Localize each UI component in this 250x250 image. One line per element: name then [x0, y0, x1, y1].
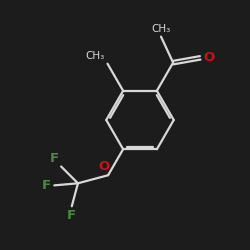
Text: CH₃: CH₃ — [86, 51, 105, 61]
Text: F: F — [42, 179, 51, 192]
Text: O: O — [204, 51, 215, 64]
Text: O: O — [98, 160, 109, 173]
Text: CH₃: CH₃ — [151, 24, 171, 34]
Text: F: F — [67, 209, 76, 222]
Text: F: F — [50, 152, 59, 165]
